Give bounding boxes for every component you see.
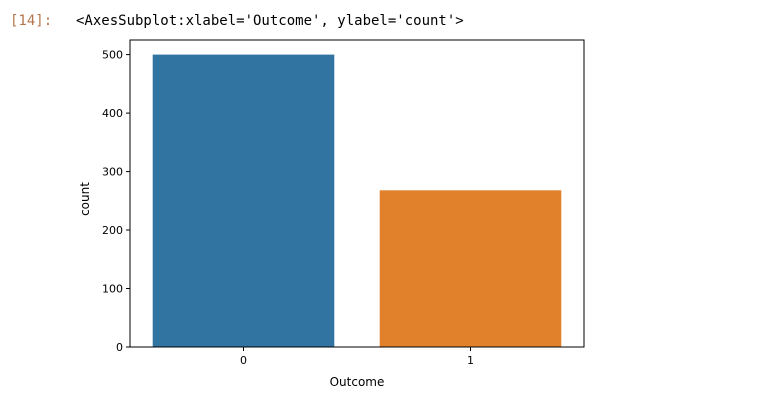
x-tick-label-1: 1	[467, 354, 474, 367]
y-tick-label-0: 0	[116, 341, 123, 354]
bar-1	[379, 190, 562, 347]
y-axis-label: count	[78, 182, 92, 216]
y-tick-label-500: 500	[102, 49, 123, 62]
x-axis-label: Outcome	[330, 375, 385, 389]
plot-area: 0 100 200 300 400 500 0 1	[102, 49, 562, 367]
output-repr-text: <AxesSubplot:xlabel='Outcome', ylabel='c…	[76, 13, 464, 29]
axes-frame	[129, 39, 585, 348]
y-tick-label-400: 400	[102, 107, 123, 120]
x-tick-label-0: 0	[240, 354, 247, 367]
execution-count-prompt: [14]:	[10, 13, 53, 29]
y-tick-label-100: 100	[102, 283, 123, 296]
y-tick-label-200: 200	[102, 224, 123, 237]
y-tick-label-300: 300	[102, 166, 123, 179]
bar-0	[152, 54, 335, 347]
